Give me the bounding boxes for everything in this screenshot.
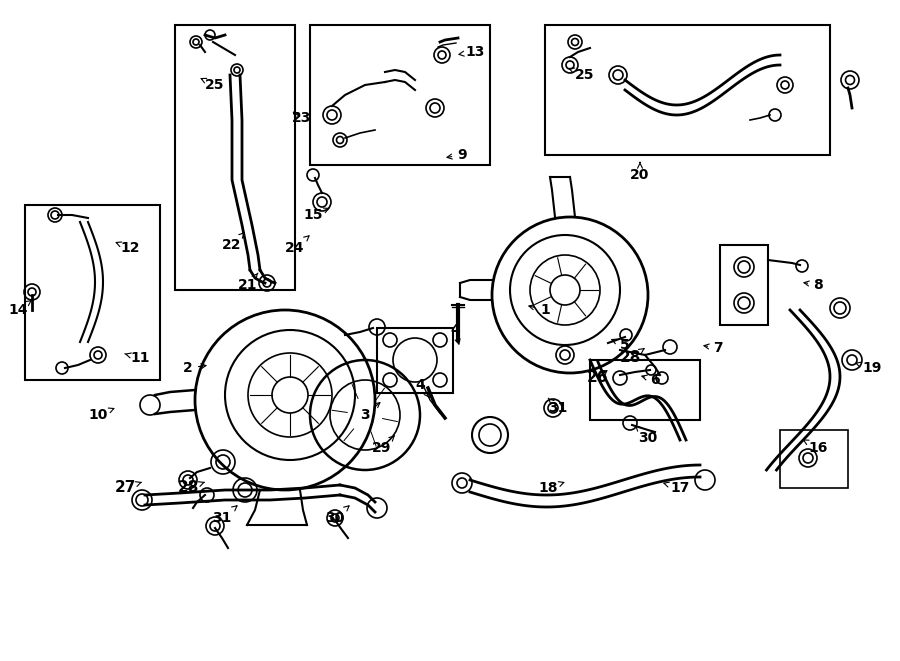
Text: 20: 20 bbox=[630, 163, 650, 182]
Text: 11: 11 bbox=[125, 351, 149, 365]
Text: 19: 19 bbox=[856, 361, 882, 375]
Text: 22: 22 bbox=[222, 233, 244, 252]
Text: 13: 13 bbox=[459, 45, 485, 59]
Bar bbox=[590, 360, 700, 420]
Text: 4: 4 bbox=[450, 323, 460, 344]
Bar bbox=[545, 25, 830, 155]
Text: 17: 17 bbox=[664, 481, 689, 495]
Text: 30: 30 bbox=[326, 506, 349, 525]
Text: 5: 5 bbox=[612, 338, 630, 352]
Text: 30: 30 bbox=[635, 426, 658, 445]
Text: 28: 28 bbox=[177, 481, 204, 496]
Text: 12: 12 bbox=[116, 241, 140, 255]
Text: 15: 15 bbox=[303, 208, 328, 222]
Text: 25: 25 bbox=[201, 78, 225, 92]
Text: 4: 4 bbox=[415, 378, 429, 397]
Text: 14: 14 bbox=[8, 301, 32, 317]
Bar bbox=[310, 25, 490, 165]
Bar bbox=[25, 205, 160, 380]
Text: 16: 16 bbox=[803, 440, 828, 455]
Text: 31: 31 bbox=[548, 398, 568, 415]
Text: 31: 31 bbox=[212, 506, 237, 525]
Text: 9: 9 bbox=[447, 148, 467, 162]
Text: 7: 7 bbox=[704, 341, 723, 355]
Text: 6: 6 bbox=[642, 373, 660, 387]
Text: 3: 3 bbox=[360, 403, 380, 422]
Text: 21: 21 bbox=[238, 273, 258, 292]
Text: 25: 25 bbox=[569, 68, 595, 82]
Text: 2: 2 bbox=[183, 361, 206, 375]
Text: 24: 24 bbox=[285, 236, 309, 255]
Text: 1: 1 bbox=[529, 303, 550, 317]
Text: 23: 23 bbox=[292, 111, 311, 125]
Bar bbox=[175, 25, 295, 290]
Text: 18: 18 bbox=[538, 481, 564, 495]
Text: 27: 27 bbox=[114, 481, 141, 496]
Text: 26: 26 bbox=[587, 371, 608, 385]
Bar bbox=[780, 430, 848, 488]
Text: 10: 10 bbox=[88, 408, 114, 422]
Text: 29: 29 bbox=[373, 436, 394, 455]
Bar bbox=[377, 328, 453, 393]
Text: 8: 8 bbox=[804, 278, 823, 292]
Text: 28: 28 bbox=[619, 348, 644, 366]
Bar bbox=[720, 245, 768, 325]
